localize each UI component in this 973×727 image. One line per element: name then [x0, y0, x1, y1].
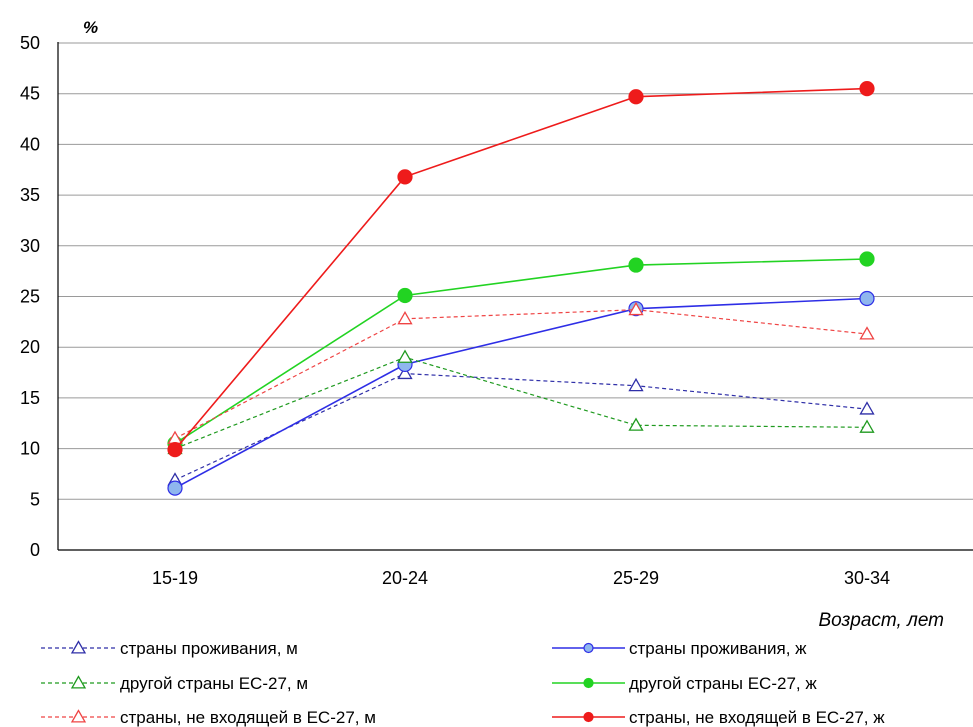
- data-point: [859, 290, 875, 307]
- legend-label: другой страны ЕС-27, м: [120, 674, 308, 693]
- legend-marker: [583, 711, 594, 723]
- axes: [57, 42, 973, 551]
- data-point: [397, 287, 413, 304]
- legend-marker: [70, 675, 87, 689]
- legend-entry: другой страны ЕС-27, м: [41, 674, 308, 693]
- y-tick-label: 50: [20, 33, 40, 53]
- y-tick-label: 20: [20, 337, 40, 357]
- data-point: [397, 365, 413, 380]
- series-4: [167, 301, 875, 444]
- gridlines: [58, 42, 973, 500]
- series-group: [167, 81, 875, 496]
- y-tick-label: 10: [20, 439, 40, 459]
- legend-entry: другой страны ЕС-27, ж: [552, 674, 817, 693]
- x-tick-label: 20-24: [382, 568, 428, 588]
- legend-label: страны проживания, м: [120, 639, 298, 658]
- y-tick-label: 45: [20, 84, 40, 104]
- y-axis-label: %: [83, 18, 98, 37]
- legend-entry: страны проживания, ж: [552, 639, 807, 658]
- legend-label: страны, не входящей в ЕС-27, ж: [629, 708, 885, 727]
- legend-label: страны, не входящей в ЕС-27, м: [120, 708, 376, 727]
- data-point: [167, 442, 183, 458]
- x-tick-label: 15-19: [152, 568, 198, 588]
- data-point: [859, 419, 875, 433]
- y-tick-label: 15: [20, 388, 40, 408]
- y-tick-label: 0: [30, 540, 40, 560]
- legend-marker: [70, 709, 87, 723]
- y-tick-label: 35: [20, 185, 40, 205]
- legend-entry: страны проживания, м: [41, 639, 298, 658]
- legend-marker: [583, 677, 594, 689]
- y-tick-labels: 0 5 10 15 20 25 30 35 40 45 50: [20, 33, 40, 560]
- series-line: [174, 297, 868, 489]
- series-5: [167, 81, 875, 458]
- data-point: [859, 251, 875, 267]
- legend-label: другой страны ЕС-27, ж: [629, 674, 817, 693]
- data-point: [397, 349, 413, 363]
- x-tick-labels: 15-19 20-24 25-29 30-34: [152, 568, 890, 588]
- legend: страны проживания, м страны проживания, ж…: [41, 639, 885, 727]
- series-2: [167, 349, 875, 455]
- series-1: [167, 290, 875, 496]
- y-tick-label: 40: [20, 134, 40, 154]
- data-point: [628, 417, 644, 431]
- series-line: [174, 258, 868, 445]
- legend-entry: страны, не входящей в ЕС-27, м: [41, 708, 376, 727]
- data-point: [628, 377, 644, 392]
- series-line: [174, 372, 868, 481]
- data-point: [397, 310, 413, 325]
- data-point: [859, 326, 875, 340]
- data-point: [628, 89, 644, 105]
- data-point: [859, 81, 875, 97]
- legend-label: страны проживания, ж: [629, 639, 807, 658]
- x-axis-label: Возраст, лет: [818, 610, 944, 631]
- x-tick-label: 25-29: [613, 568, 659, 588]
- series-line: [174, 309, 868, 440]
- legend-marker: [70, 640, 87, 654]
- x-tick-label: 30-34: [844, 568, 890, 588]
- series-3: [167, 251, 875, 452]
- y-tick-label: 25: [20, 287, 40, 307]
- y-tick-label: 5: [30, 489, 40, 509]
- y-tick-label: 30: [20, 236, 40, 256]
- data-point: [397, 169, 413, 185]
- series-line: [174, 356, 868, 450]
- data-point: [628, 257, 644, 273]
- legend-marker: [583, 642, 594, 654]
- data-point: [859, 401, 875, 415]
- data-point: [167, 480, 183, 496]
- data-point: [628, 301, 644, 316]
- legend-entry: страны, не входящей в ЕС-27, ж: [552, 708, 885, 727]
- series-0: [167, 365, 875, 486]
- series-line: [174, 87, 868, 451]
